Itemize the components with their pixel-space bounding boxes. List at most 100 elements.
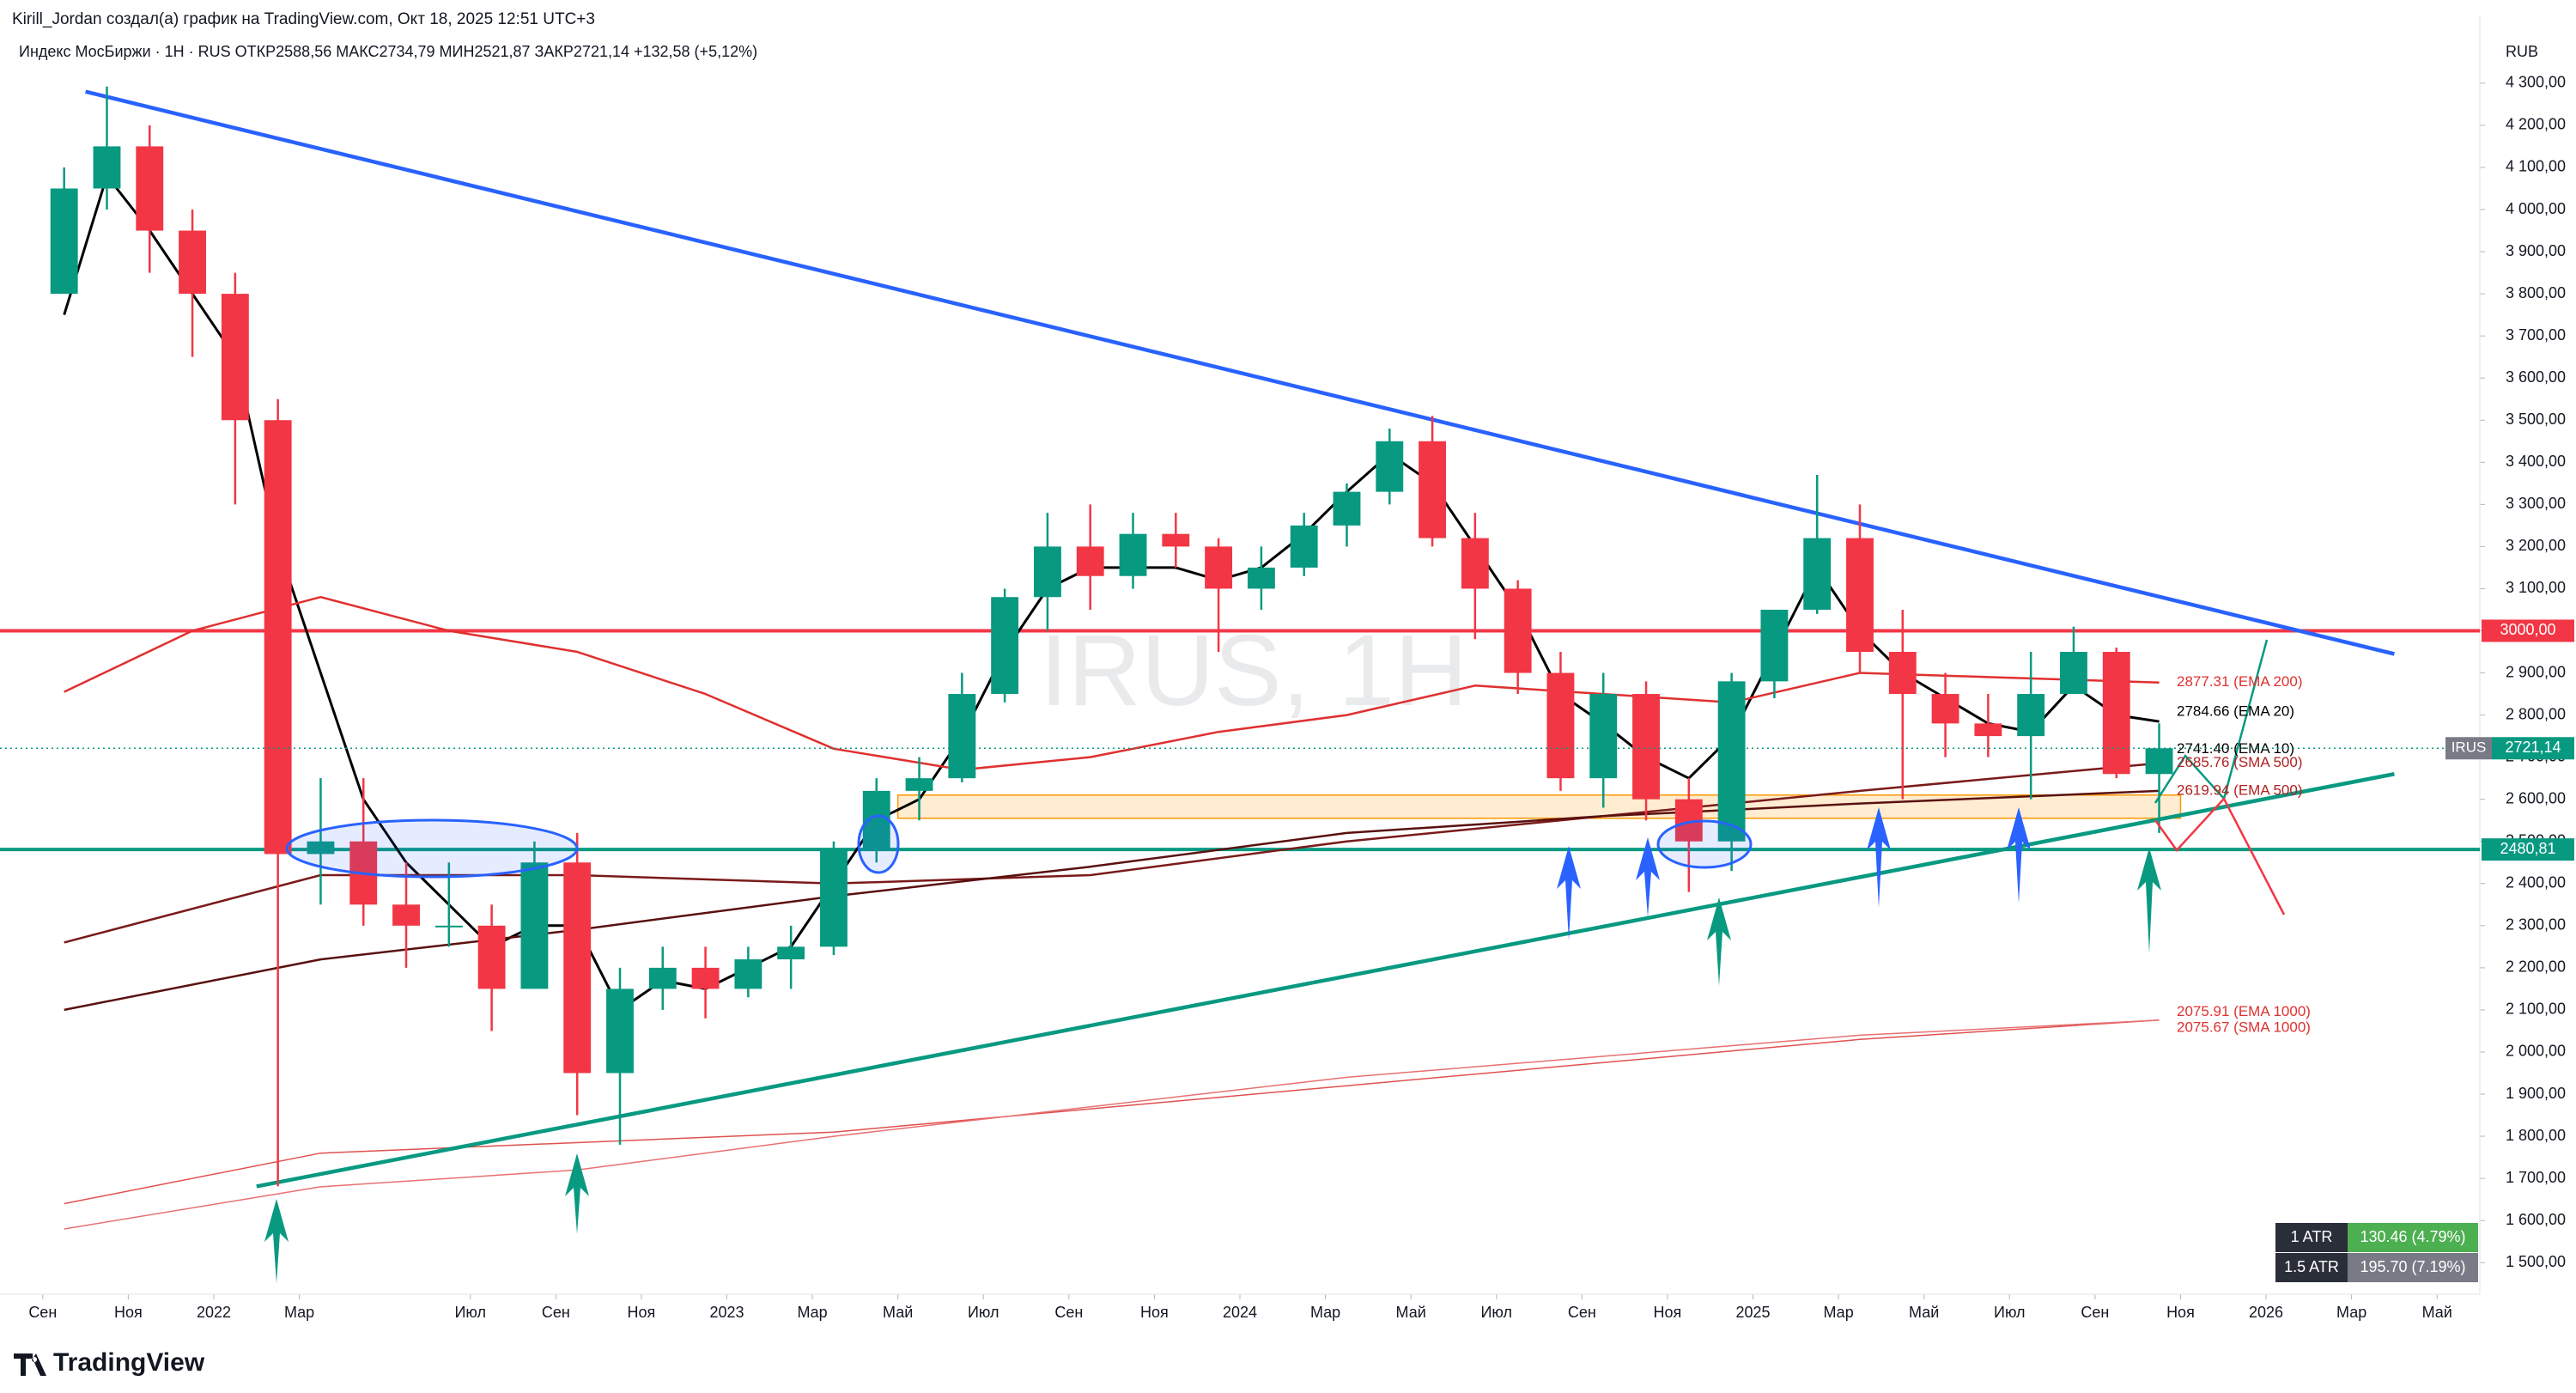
logo-icon: [14, 1353, 46, 1376]
level-label-bg: [2482, 838, 2574, 861]
candle-body: [691, 967, 720, 989]
candle-body: [1888, 652, 1917, 695]
indicator-line: [64, 1019, 2160, 1230]
y-tick-label: 1 700,00: [2506, 1169, 2566, 1186]
y-tick-label: 3 100,00: [2506, 579, 2566, 596]
support-arrow: [1867, 807, 1891, 908]
candle-body: [392, 904, 420, 926]
last-price-label: 2721,14: [2505, 739, 2561, 756]
last-price-name-bg: [2445, 737, 2492, 760]
y-tick-label: 2 100,00: [2506, 1001, 2566, 1018]
support-arrow: [1557, 846, 1581, 940]
candle-body: [221, 294, 249, 421]
currency: RUB: [2506, 43, 2538, 60]
y-tick-label: 4 100,00: [2506, 158, 2566, 175]
y-tick-label: 2 000,00: [2506, 1043, 2566, 1060]
level-label: 3000,00: [2500, 621, 2555, 638]
support-arrow: [565, 1153, 589, 1234]
candle-body: [1333, 491, 1361, 526]
x-tick-label: Май: [1396, 1304, 1426, 1321]
indicator-label: 2784.66 (EMA 20): [2177, 703, 2294, 720]
candle-body: [477, 925, 506, 989]
highlight-ellipse: [285, 818, 579, 879]
x-tick-label: Мар: [2336, 1304, 2366, 1321]
x-tick-label: Сен: [1054, 1304, 1083, 1321]
indicator-label: 2741.40 (EMA 10): [2177, 740, 2294, 757]
support-arrow: [2137, 848, 2161, 953]
y-tick-label: 3 400,00: [2506, 453, 2566, 470]
candle-body: [948, 694, 976, 779]
highlight-ellipse: [1656, 819, 1753, 869]
atr-value: 130.46 (4.79%): [2360, 1228, 2465, 1245]
candle-body: [264, 420, 292, 855]
projection-down: [2154, 796, 2286, 915]
y-tick-label: 1 900,00: [2506, 1085, 2566, 1102]
candle-body: [2102, 652, 2130, 775]
watermark: IRUS, 1H: [1040, 614, 1467, 727]
x-tick-label: Июл: [1480, 1304, 1512, 1321]
candle-body: [1162, 533, 1190, 547]
x-tick-label: 2022: [197, 1304, 231, 1321]
atr-key-bg: [2275, 1253, 2348, 1282]
y-tick-label: 3 900,00: [2506, 242, 2566, 259]
x-tick-label: 2024: [1223, 1304, 1257, 1321]
level-label: 2480,81: [2500, 840, 2555, 857]
y-tick-label: 3 300,00: [2506, 495, 2566, 512]
x-tick-label: Сен: [28, 1304, 57, 1321]
candle-body: [1846, 538, 1874, 653]
x-tick-label: Ноя: [114, 1304, 143, 1321]
candle-body: [1290, 525, 1318, 568]
candle-body: [1119, 533, 1147, 576]
projection-up: [2154, 639, 2269, 804]
x-tick-label: Ноя: [1140, 1304, 1169, 1321]
trendline: [256, 772, 2395, 1189]
atr-value-bg: [2348, 1223, 2478, 1252]
background-layer: 1 500,00 1 600,00 1 700,00 1 800,00 1 900,00…: [0, 15, 2566, 1321]
candle-body: [434, 925, 463, 928]
y-tick-label: 1 600,00: [2506, 1211, 2566, 1228]
candle-body: [905, 778, 933, 791]
candle-body: [648, 967, 677, 989]
candle-body: [50, 188, 78, 295]
x-tick-label: Ноя: [1654, 1304, 1682, 1321]
candle-body: [1247, 567, 1275, 589]
candle-body: [1033, 546, 1061, 598]
candle-body: [93, 146, 121, 189]
last-price-name: IRUS: [2451, 739, 2487, 756]
x-tick-label: 2026: [2249, 1304, 2283, 1321]
candle-body: [2060, 652, 2087, 695]
candle-body: [606, 988, 634, 1074]
y-tick-label: 2 900,00: [2506, 663, 2566, 680]
y-tick-label: 1 800,00: [2506, 1127, 2566, 1144]
main-layer: 3000,00 2480,81 2877.31 (EMA 200) 2784.66 (…: [0, 86, 2574, 1283]
indicator-label: 2075.91 (EMA 1000): [2177, 1003, 2311, 1019]
candle-body: [1504, 588, 1532, 673]
candle-body: [820, 849, 848, 947]
candle-body: [307, 841, 335, 855]
indicator-label: 2877.31 (EMA 200): [2177, 673, 2302, 690]
support-arrow: [1707, 897, 1731, 986]
y-tick-label: 4 300,00: [2506, 74, 2566, 91]
highlight-ellipse: [857, 814, 900, 874]
x-tick-label: Мар: [797, 1304, 827, 1321]
y-tick-label: 2 400,00: [2506, 874, 2566, 891]
candle-body: [1931, 694, 1959, 724]
y-tick-label: 4 000,00: [2506, 200, 2566, 217]
candle-body: [1803, 538, 1832, 610]
x-tick-label: Ноя: [628, 1304, 656, 1321]
candle-body: [2145, 748, 2173, 775]
x-tick-label: Сен: [1568, 1304, 1596, 1321]
legend-line: Индекс МосБиржи · 1Н · RUS ОТКР2588,56 М…: [19, 43, 757, 60]
x-tick-label: Мар: [284, 1304, 314, 1321]
x-tick-label: Ноя: [2166, 1304, 2195, 1321]
y-tick-label: 2 200,00: [2506, 958, 2566, 976]
atr-key: 1 ATR: [2291, 1228, 2333, 1245]
y-tick-label: 2 600,00: [2506, 789, 2566, 806]
candle-body: [1076, 546, 1104, 576]
candle-body: [2017, 694, 2045, 737]
author-line: Kirill_Jordan создал(а) график на Tradin…: [12, 10, 595, 28]
x-tick-label: Май: [2422, 1304, 2452, 1321]
y-tick-label: 2 300,00: [2506, 916, 2566, 934]
